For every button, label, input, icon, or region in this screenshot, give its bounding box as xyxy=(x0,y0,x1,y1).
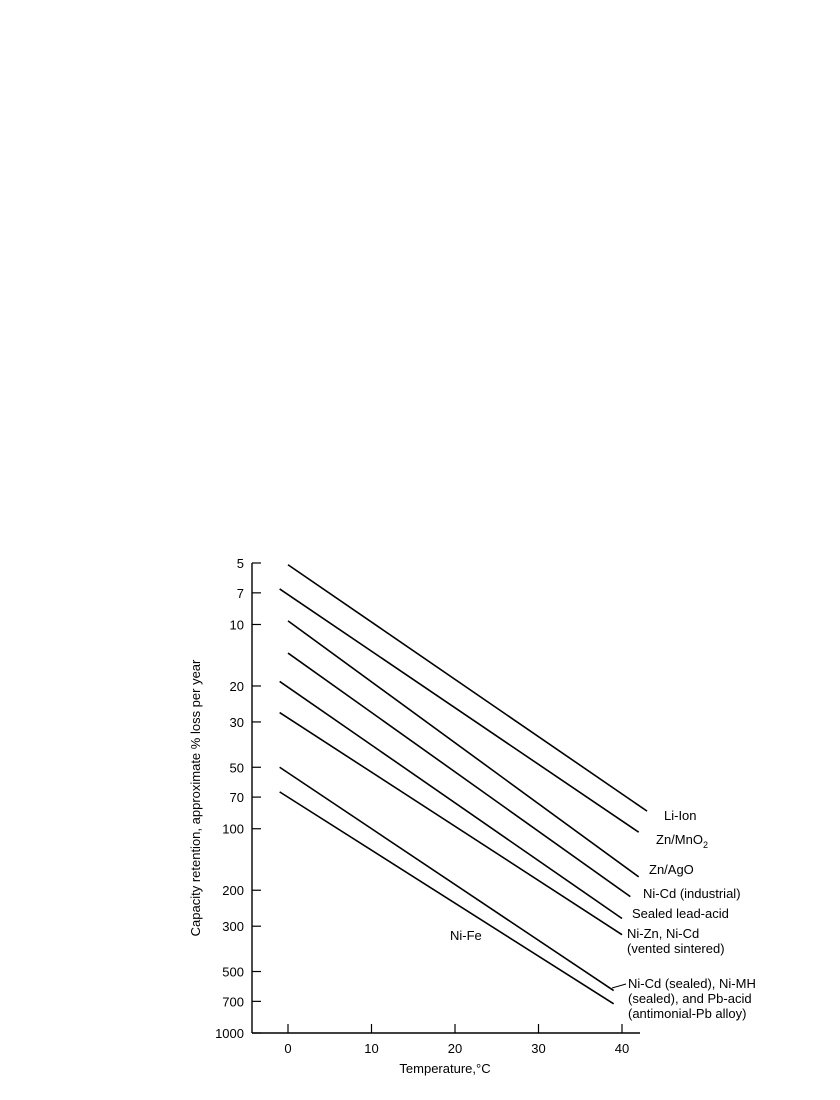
series-label-ni-cd-industrial: Ni-Cd (industrial) xyxy=(643,886,741,901)
y-tick-label: 50 xyxy=(230,760,244,775)
series-line-ni-fe xyxy=(279,766,615,992)
x-tick-label: 40 xyxy=(615,1041,629,1056)
series-label-line: Ni-Fe xyxy=(450,928,482,943)
series-lines xyxy=(279,564,648,1005)
series-label-line: Zn/MnO xyxy=(656,832,703,847)
series-line-ni-cd-industrial xyxy=(287,652,631,898)
series-labels: Li-Ion Zn/MnO2 Zn/AgO Ni-Cd (industrial) Sea… xyxy=(450,808,756,1021)
series-label-line: Zn/AgO xyxy=(649,862,694,877)
subscript: 2 xyxy=(703,840,708,850)
series-label-line: Ni-Cd (industrial) xyxy=(643,886,741,901)
series-line-zn-ago xyxy=(287,620,640,878)
series-line-sealed-lead-acid xyxy=(279,680,623,920)
y-tick-label: 200 xyxy=(222,883,244,898)
series-line-zn-mno2 xyxy=(279,588,640,833)
axes: 5 7 10 20 30 50 70 100 200 300 500 700 1000 0 10 20 30 40 xyxy=(215,556,640,1056)
series-label-li-ion: Li-Ion xyxy=(664,808,697,823)
y-tick-label: 300 xyxy=(222,919,244,934)
series-label-line: Li-Ion xyxy=(664,808,697,823)
y-tick-label: 5 xyxy=(237,556,244,571)
x-tick-label: 30 xyxy=(531,1041,545,1056)
series-label-zn-mno2: Zn/MnO2 xyxy=(656,832,708,850)
y-tick-label: 20 xyxy=(230,679,244,694)
y-tick-label: 1000 xyxy=(215,1026,244,1041)
series-line-ni-cd-sealed-ni-mh-sealed-and-pb-acid-antimonial-pb-alloy xyxy=(279,791,615,1005)
x-tick-label: 0 xyxy=(284,1041,291,1056)
x-tick-label: 20 xyxy=(448,1041,462,1056)
y-tick-label: 30 xyxy=(230,715,244,730)
y-tick-label: 10 xyxy=(230,617,244,632)
series-label-ni-fe: Ni-Fe xyxy=(450,928,482,943)
series-label-ni-cd-sealed-ni-mh-sealed-and-pb-acid-antimonial-pb-alloy: Ni-Cd (sealed), Ni-MH (sealed), and Pb-ac… xyxy=(628,976,756,1021)
series-label-line: (sealed), and Pb-acid xyxy=(628,991,752,1006)
series-label-line: (antimonial-Pb alloy) xyxy=(628,1006,747,1021)
series-line-li-ion xyxy=(287,564,648,812)
y-tick-label: 70 xyxy=(230,790,244,805)
x-axis-title: Temperature,°C xyxy=(399,1061,490,1076)
y-tick-label: 700 xyxy=(222,994,244,1009)
series-label-line: Ni-Cd (sealed), Ni-MH xyxy=(628,976,756,991)
y-axis-title: Capacity retention, approximate % loss p… xyxy=(188,659,203,936)
series-label-sealed-lead-acid: Sealed lead-acid xyxy=(632,906,729,921)
y-tick-label: 100 xyxy=(222,822,244,837)
series-label-line: Ni-Zn, Ni-Cd xyxy=(627,926,699,941)
y-tick-label: 7 xyxy=(237,586,244,601)
series-label-line: Sealed lead-acid xyxy=(632,906,729,921)
label-leader-line xyxy=(611,983,627,989)
series-label-zn-ago: Zn/AgO xyxy=(649,862,694,877)
series-label-ni-zn-ni-cd-vented-sintered: Ni-Zn, Ni-Cd (vented sintered) xyxy=(627,926,725,956)
y-tick-label: 500 xyxy=(222,965,244,980)
series-label-line: (vented sintered) xyxy=(627,941,725,956)
x-tick-label: 10 xyxy=(364,1041,378,1056)
series-line-ni-zn-ni-cd-vented-sintered xyxy=(279,711,623,936)
